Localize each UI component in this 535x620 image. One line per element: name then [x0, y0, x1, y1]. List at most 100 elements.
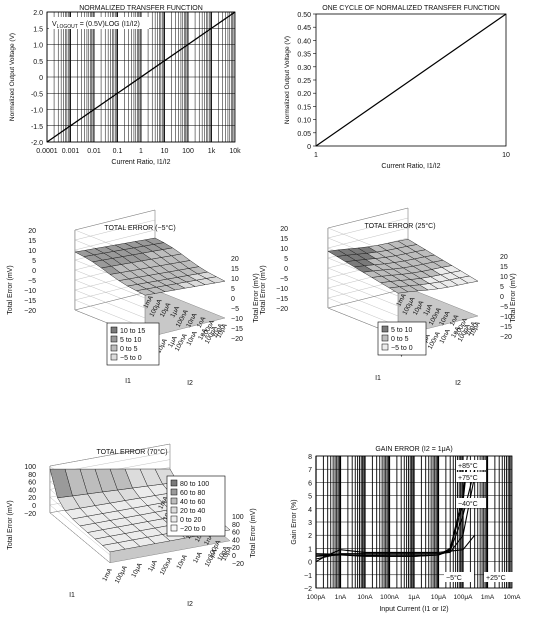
y-tick-label: 2 — [308, 533, 312, 540]
series-line — [315, 475, 476, 560]
legend-label: −5 to 0 — [120, 355, 142, 362]
x-axis-label: Current Ratio, I1/I2 — [111, 159, 170, 166]
legend-label: 40 to 60 — [180, 499, 205, 506]
y-tick-label: 3 — [308, 520, 312, 527]
z-tick-label-right: 80 — [232, 522, 240, 529]
z-tick-label-right: −20 — [500, 334, 512, 341]
series-label: +85°C — [456, 460, 486, 470]
series-label-text: −5°C — [446, 574, 462, 582]
wall-grid-line — [49, 504, 111, 556]
chart-title: GAIN ERROR (I2 = 1μA) — [375, 446, 452, 453]
wall-grid-line — [74, 229, 156, 251]
z-axis-label-right: Total Error (mV) — [250, 508, 257, 557]
series-label-bg — [444, 572, 474, 582]
z-axis-label-right: Total Error (mV) — [510, 273, 517, 322]
legend-label: −20 to 0 — [180, 526, 206, 533]
series-label: +75°C — [456, 472, 486, 482]
z-tick-label-right: 60 — [232, 530, 240, 537]
x-tick-label: 10mA — [504, 594, 522, 601]
wall-grid-line — [74, 289, 146, 319]
chart-title: NORMALIZED TRANSFER FUNCTION — [79, 5, 203, 12]
x-tick-label: 10μA — [431, 594, 447, 601]
wall-grid-line — [327, 227, 409, 249]
x-tick-label: 1μA — [408, 594, 420, 601]
y-tick-label: 1.5 — [33, 26, 43, 33]
wall-grid-line — [327, 277, 399, 307]
legend-swatch — [170, 479, 178, 487]
z-tick-label-left: 40 — [28, 487, 36, 494]
wall-grid-line — [327, 207, 409, 229]
y-tick-label: 0.10 — [297, 118, 311, 125]
z-axis-label-right: Total Error (mV) — [253, 273, 260, 322]
y-tick-label: -1.0 — [31, 108, 43, 115]
series-label-bg — [456, 498, 486, 508]
y-tick-label: 4 — [308, 507, 312, 514]
series-label-text: +85°C — [458, 462, 478, 470]
legend-swatch — [110, 326, 118, 334]
z-axis-label-left: Total Error (mV) — [260, 265, 267, 314]
legend-swatch — [110, 335, 118, 343]
wall-grid-line — [74, 279, 146, 309]
y-tick-label: -1.5 — [31, 124, 43, 131]
y-tick-label: −1 — [304, 573, 312, 580]
z-tick-label-right: 100 — [232, 514, 244, 521]
y-tick-label: -2.0 — [31, 140, 43, 147]
i2-tick-label: 1nA — [192, 550, 204, 564]
z-tick-label-left: 10 — [280, 246, 288, 253]
z-tick-label-left: −20 — [276, 306, 288, 313]
z-tick-label-right: −15 — [500, 324, 512, 331]
x-tick-label: 1 — [314, 152, 318, 159]
y-tick-label: 2.0 — [33, 10, 43, 17]
transfer-equation: VLOGOUT = (0.5V)LOG (I1/I2) — [52, 21, 140, 30]
y-tick-label: 8 — [308, 454, 312, 461]
i2-axis-label: I2 — [187, 380, 193, 387]
z-tick-label-left: 0 — [32, 268, 36, 275]
i2-tick-label: 1mA — [101, 567, 114, 583]
i2-tick-label: 10nA — [175, 553, 189, 570]
wall-grid-line — [327, 297, 399, 327]
legend-label: 0 to 20 — [180, 517, 202, 524]
legend: 10 to 15 5 to 10 0 to 5 −5 to 0 — [106, 322, 160, 366]
x-tick-label: 0.1 — [113, 148, 123, 155]
chart-title: TOTAL ERROR (70°C) — [96, 448, 167, 456]
chart-title: TOTAL ERROR (25°C) — [364, 222, 435, 230]
legend-swatch — [170, 488, 178, 496]
x-tick-label: 100μA — [454, 594, 474, 601]
x-tick-label: 100pA — [307, 594, 326, 601]
z-tick-label-right: 5 — [231, 286, 235, 293]
x-axis-label: Current Ratio, I1/I2 — [381, 163, 440, 170]
wall-grid-line — [327, 267, 399, 297]
wall-grid-line — [74, 269, 146, 299]
z-tick-label-right: −10 — [231, 316, 243, 323]
series-label-text: +75°C — [458, 474, 478, 482]
legend-swatch — [170, 515, 178, 523]
chart-title: ONE CYCLE OF NORMALIZED TRANSFER FUNCTIO… — [322, 5, 500, 12]
legend-label: 0 to 5 — [120, 346, 138, 353]
i2-tick-label: 1μA — [167, 335, 179, 349]
series-label-text: −40°C — [458, 500, 478, 508]
x-tick-label: 0.01 — [87, 148, 101, 155]
z-tick-label-left: −20 — [24, 511, 36, 518]
y-tick-label: 0.20 — [297, 91, 311, 98]
z-tick-label-left: 10 — [28, 248, 36, 255]
legend-swatch — [170, 524, 178, 532]
y-axis-label: Normalized Output Voltage (V) — [9, 33, 16, 121]
i2-tick-label: 1nA — [450, 325, 462, 339]
y-axis-label: Normalized Output Voltage (V) — [284, 36, 291, 124]
z-tick-label-right: −10 — [500, 314, 512, 321]
surface-patch — [49, 468, 73, 499]
z-tick-label-right: 40 — [232, 537, 240, 544]
wall-grid-line — [49, 443, 171, 467]
z-tick-label-right: −20 — [231, 336, 243, 343]
i2-tick-label: 1nA — [197, 327, 209, 341]
series-label-text: +25°C — [486, 574, 506, 582]
z-tick-label-right: 10 — [231, 276, 239, 283]
z-tick-label-left: 60 — [28, 480, 36, 487]
y-tick-label: 0.05 — [297, 131, 311, 138]
legend-label: 0 to 5 — [391, 336, 409, 343]
series-label-bg — [456, 460, 486, 470]
legend-label: 20 to 40 — [180, 508, 205, 515]
z-axis-label-left: Total Error (mV) — [7, 500, 14, 549]
i1-tick-label: 1μA — [422, 303, 434, 317]
